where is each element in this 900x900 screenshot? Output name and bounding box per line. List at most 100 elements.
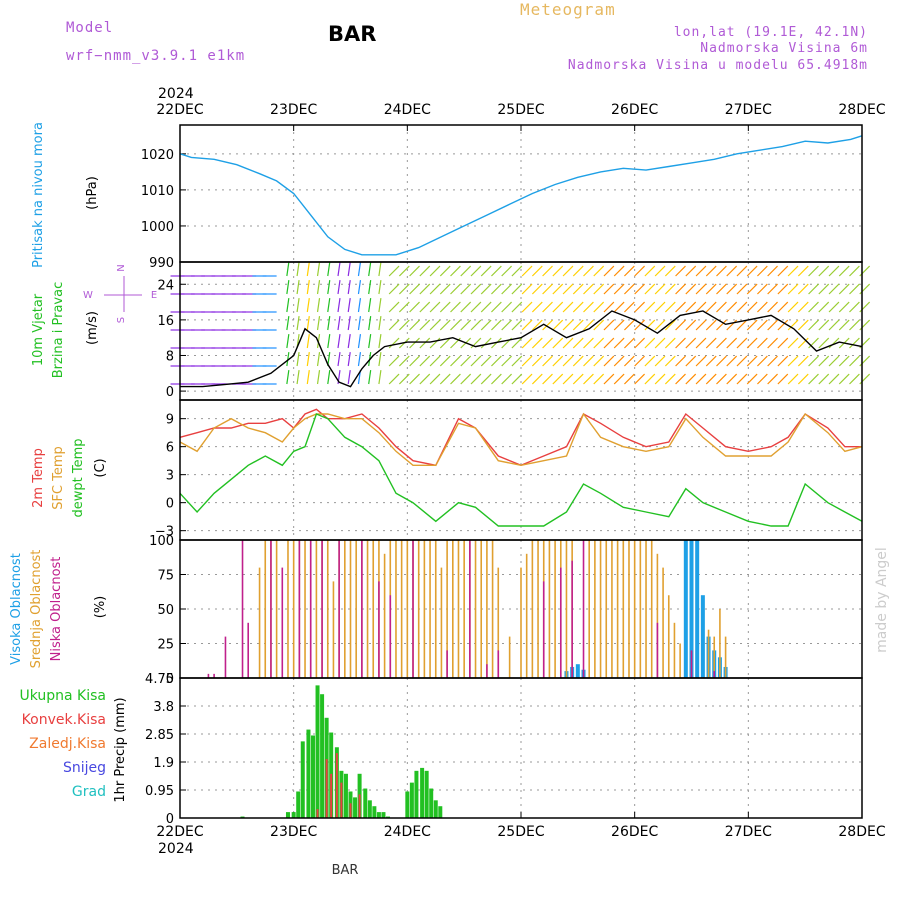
wind-arrow bbox=[767, 337, 778, 349]
wind-arrow bbox=[757, 355, 768, 367]
wind-arrow bbox=[409, 283, 420, 295]
wind-arrow bbox=[644, 337, 656, 349]
wind-arrow bbox=[531, 301, 543, 313]
wind-arrow bbox=[521, 355, 533, 367]
pressure-unit: (hPa) bbox=[85, 176, 100, 210]
wind-arrow bbox=[583, 265, 594, 277]
precip-bar bbox=[310, 735, 315, 818]
wind-arrow bbox=[357, 280, 362, 295]
wind-arrow bbox=[286, 316, 290, 331]
wind-arrow bbox=[316, 298, 321, 313]
x-tick-label-top: 25DEC bbox=[497, 102, 544, 118]
y-tick-label: 3.8 bbox=[153, 700, 174, 715]
wind-arrow bbox=[644, 355, 656, 367]
wind-arrow bbox=[316, 262, 321, 277]
wind-arrow bbox=[695, 373, 707, 385]
wind-arrow bbox=[685, 283, 697, 295]
wind-arrow bbox=[470, 373, 482, 385]
wind-arrow bbox=[409, 265, 420, 277]
wind-arrow bbox=[337, 262, 341, 277]
precip-bar bbox=[433, 800, 438, 818]
wind-arrow bbox=[695, 265, 707, 277]
wind-arrow bbox=[685, 373, 697, 385]
wind-arrow bbox=[644, 373, 656, 385]
wind-arrow bbox=[429, 265, 441, 277]
x-tick-label-top: 22DEC bbox=[156, 102, 203, 118]
wind-arrow bbox=[388, 355, 400, 367]
y-tick-label: 0 bbox=[166, 385, 174, 400]
precip-legend-3: Zaledj.Kisa bbox=[29, 736, 106, 752]
year-label-top: 2024 bbox=[158, 86, 194, 102]
wind-arrow bbox=[583, 337, 594, 349]
wind-arrow bbox=[439, 355, 451, 367]
y-tick-label: 0 bbox=[166, 497, 174, 512]
wind-arrow bbox=[705, 319, 717, 331]
wind-arrow bbox=[613, 319, 625, 331]
wind-arrow bbox=[726, 319, 738, 331]
precip-bar bbox=[367, 800, 372, 818]
wind-arrow bbox=[378, 280, 382, 295]
wind-arrow bbox=[726, 301, 738, 313]
wind-arrow bbox=[521, 283, 533, 295]
wind-arrow bbox=[726, 355, 738, 367]
wind-arrow bbox=[767, 265, 778, 277]
precip-bar bbox=[381, 812, 386, 818]
wind-arrow bbox=[388, 301, 400, 313]
x-tick-label-bottom: 22DEC bbox=[156, 824, 203, 840]
cloud-series-2 bbox=[258, 540, 727, 678]
wind-arrow bbox=[491, 283, 502, 295]
wind-arrow bbox=[531, 355, 543, 367]
wind-arrow bbox=[593, 373, 605, 385]
wind-arrow bbox=[593, 319, 605, 331]
wind-arrow bbox=[450, 355, 461, 367]
wind-arrow bbox=[572, 319, 584, 331]
wind-arrow bbox=[777, 355, 789, 367]
wind-arrow bbox=[388, 283, 400, 295]
y-tick-label: 1000 bbox=[141, 220, 174, 235]
precip-bar bbox=[291, 812, 296, 818]
wind-arrow bbox=[736, 373, 748, 385]
wind-arrow bbox=[603, 265, 615, 277]
wind-arrow bbox=[296, 262, 300, 277]
x-tick-label-bottom: 27DEC bbox=[725, 824, 772, 840]
wind-arrow bbox=[695, 319, 707, 331]
wind-arrow bbox=[531, 265, 543, 277]
precip-bar bbox=[438, 806, 443, 818]
wind-arrow bbox=[757, 337, 768, 349]
wind-arrow bbox=[797, 301, 809, 313]
wind-arrow bbox=[828, 373, 840, 385]
wind-arrow bbox=[439, 373, 451, 385]
wind-arrow bbox=[521, 265, 533, 277]
wind-arrow bbox=[624, 355, 635, 367]
precip-bar bbox=[353, 797, 358, 818]
wind-arrow bbox=[777, 301, 789, 313]
wind-arrow bbox=[368, 280, 372, 295]
wind-arrow bbox=[388, 373, 400, 385]
y-tick-label: 0.95 bbox=[145, 784, 174, 799]
wind-arrow bbox=[593, 283, 605, 295]
wind-arrow bbox=[808, 355, 819, 367]
precip-bar bbox=[414, 770, 419, 818]
wind-arrow bbox=[746, 373, 758, 385]
wind-arrow bbox=[357, 298, 362, 313]
x-tick-label-top: 24DEC bbox=[384, 102, 431, 118]
wind-arrow bbox=[746, 283, 758, 295]
wind-arrow bbox=[286, 352, 290, 367]
x-tick-label-bottom: 24DEC bbox=[384, 824, 431, 840]
wind-arrow bbox=[347, 262, 351, 277]
wind-arrow bbox=[286, 280, 290, 295]
precip-bar bbox=[315, 685, 320, 818]
year-label-bottom: 2024 bbox=[158, 841, 194, 857]
wind-arrow bbox=[409, 301, 420, 313]
wind-arrow bbox=[726, 283, 738, 295]
wind-arrow bbox=[439, 337, 451, 349]
wind-arrow bbox=[327, 298, 331, 313]
wind-arrow bbox=[327, 370, 331, 385]
wind-arrow bbox=[480, 301, 492, 313]
precip-bar bbox=[343, 773, 348, 818]
wind-arrow bbox=[388, 337, 400, 349]
wind-arrow bbox=[316, 280, 321, 295]
wind-arrow bbox=[593, 265, 605, 277]
wind-arrow bbox=[644, 301, 656, 313]
wind-arrow bbox=[470, 283, 482, 295]
